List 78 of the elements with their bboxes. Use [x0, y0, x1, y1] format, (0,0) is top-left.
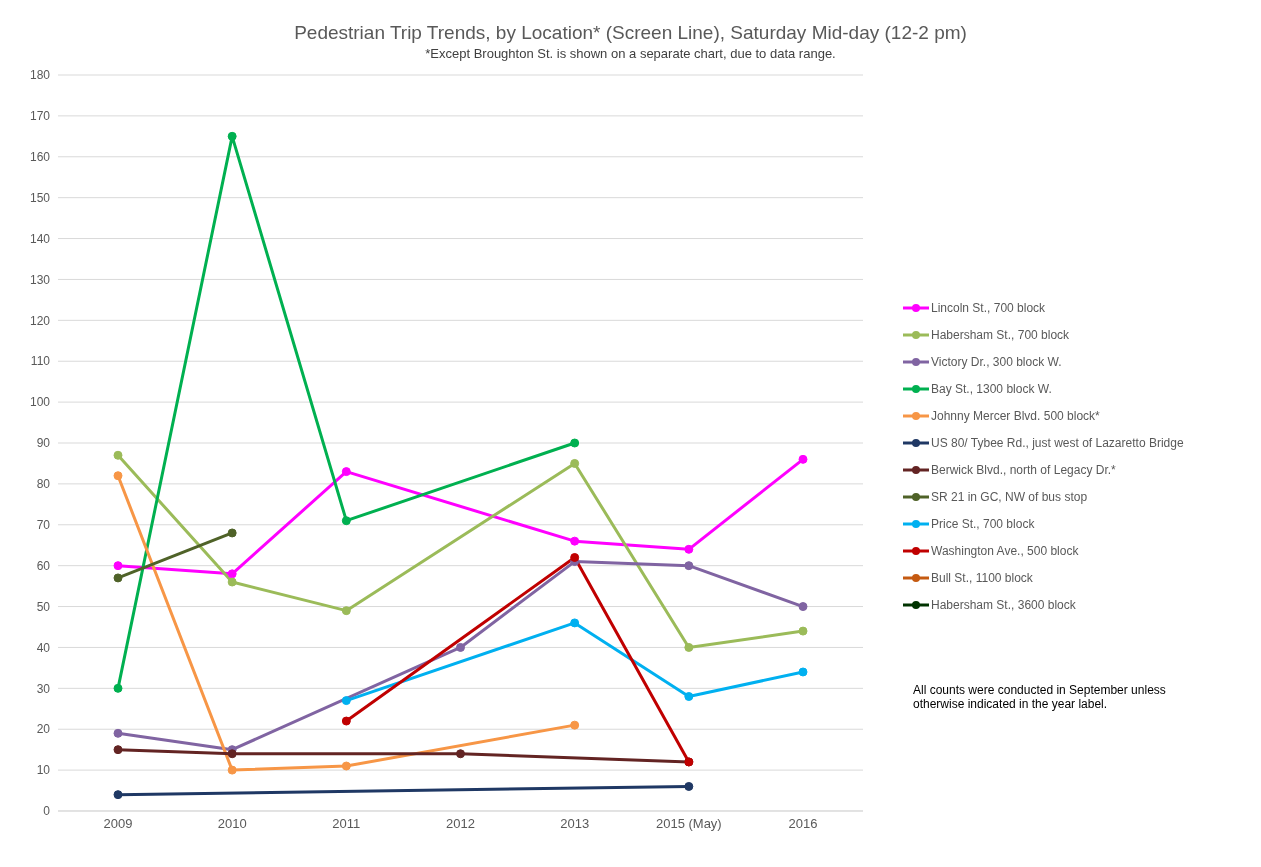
point [227, 577, 237, 587]
point [341, 467, 351, 477]
y-tick-label: 90 [36, 436, 51, 451]
point [341, 606, 351, 616]
y-tick-label: 20 [36, 722, 51, 737]
legend-label: Washington Ave., 500 block [931, 542, 1079, 560]
legend-label: SR 21 in GC, NW of bus stop [931, 488, 1088, 506]
point [570, 458, 580, 468]
legend-label: Lincoln St., 700 block [931, 299, 1046, 317]
point [341, 696, 351, 706]
x-tick-label: 2011 [332, 816, 361, 832]
y-tick-label: 160 [29, 150, 51, 165]
point [341, 761, 351, 771]
point [113, 745, 123, 755]
x-tick-label: 2010 [217, 816, 247, 832]
chart-title: Pedestrian Trip Trends, by Location* (Screen Line), Saturday Mid-day (12-2 pm) [293, 21, 968, 44]
legend-label: US 80/ Tybee Rd., just west of Lazaretto Bridge [931, 434, 1184, 452]
y-tick-label: 30 [36, 681, 51, 696]
legend-label: Bay St., 1300 block W. [931, 380, 1052, 398]
x-tick-label: 2013 [560, 816, 590, 832]
point [227, 569, 237, 579]
x-tick-label: 2009 [103, 816, 133, 832]
y-tick-label: 50 [36, 599, 51, 614]
point [684, 561, 694, 571]
point [684, 544, 694, 554]
point [570, 618, 580, 628]
y-tick-label: 0 [43, 804, 51, 819]
point [456, 749, 465, 759]
y-tick-label: 150 [29, 190, 51, 205]
point [227, 528, 237, 538]
y-tick-label: 180 [29, 68, 51, 83]
legend-label: Johnny Mercer Blvd. 500 block* [931, 407, 1100, 425]
legend-label: Habersham St., 3600 block [931, 596, 1076, 614]
x-tick-label: 2016 [788, 816, 818, 832]
point [113, 573, 123, 583]
point [113, 790, 123, 800]
point [684, 692, 694, 702]
legend-label: Price St., 700 block [931, 515, 1035, 533]
y-tick-label: 170 [29, 109, 51, 124]
point [798, 454, 808, 464]
y-tick-label: 100 [29, 395, 51, 410]
point [570, 536, 580, 546]
legend-label: Victory Dr., 300 block W. [931, 353, 1062, 371]
chart-subtitle: *Except Broughton St. is shown on a separate chart, due to data range. [424, 45, 837, 61]
point [341, 516, 351, 526]
legend-label: Habersham St., 700 block [931, 326, 1070, 344]
point [456, 642, 465, 652]
point [113, 471, 123, 481]
legend-label: Bull St., 1100 block [931, 569, 1033, 587]
y-tick-label: 60 [36, 558, 51, 573]
y-tick-label: 140 [29, 231, 51, 246]
text: All counts were conducted in September unless otherwise indicated in the year label. [913, 683, 1167, 711]
point [570, 552, 580, 562]
x-tick-label: 2015 (May) [655, 816, 722, 832]
y-tick-label: 130 [29, 272, 51, 287]
point [684, 642, 694, 652]
point [113, 450, 123, 460]
point [227, 131, 237, 141]
y-tick-label: 80 [36, 477, 51, 492]
point [113, 561, 123, 571]
legend-label: Berwick Blvd., north of Legacy Dr.* [931, 461, 1116, 479]
point [570, 720, 580, 730]
point [684, 781, 694, 791]
y-tick-label: 110 [30, 354, 51, 369]
y-tick-label: 120 [29, 313, 51, 328]
y-tick-label: 70 [36, 518, 51, 533]
point [113, 683, 123, 693]
point [341, 716, 351, 726]
point [113, 728, 123, 738]
x-tick-label: 2012 [446, 816, 475, 832]
point [798, 602, 808, 612]
point [798, 626, 808, 636]
point [227, 765, 237, 775]
point [798, 667, 808, 677]
point [570, 438, 580, 448]
point [227, 749, 237, 759]
y-tick-label: 10 [36, 763, 51, 778]
y-tick-label: 40 [36, 640, 51, 655]
